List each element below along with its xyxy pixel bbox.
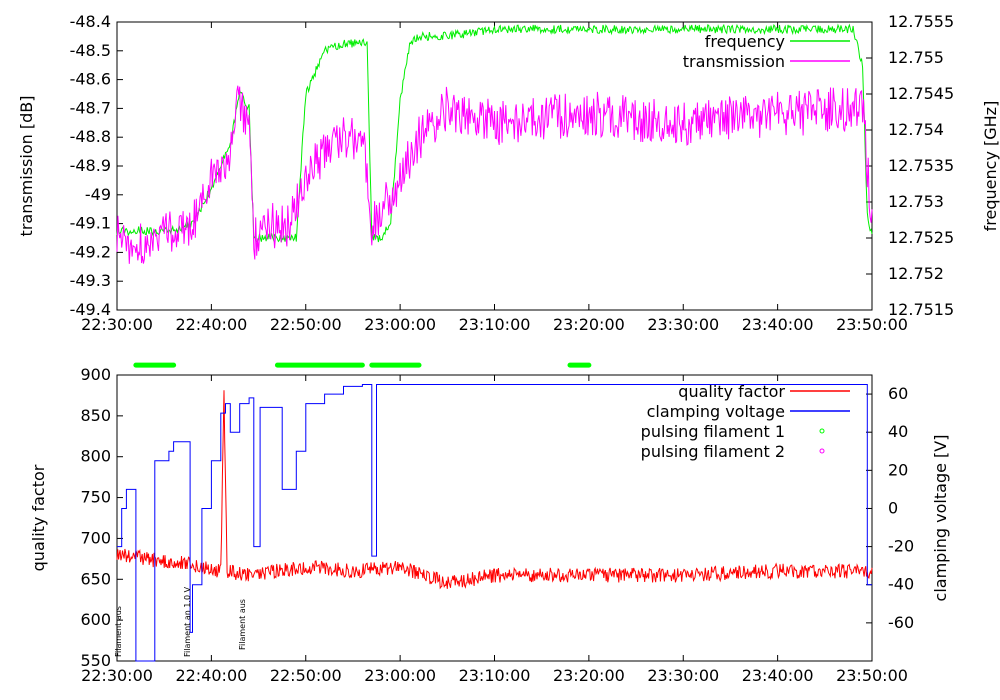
legend-filament1-marker: [819, 428, 825, 434]
y2-tick-label: 60: [888, 384, 908, 403]
x-tick-label: 22:30:00: [81, 666, 153, 685]
bottom-ticks: 22:30:00 22:40:00 22:50:00 23:00:00 23:10:00…: [80, 365, 914, 685]
legend-transmission-label: transmission: [683, 52, 785, 71]
series-transmission-line: [116, 85, 873, 264]
y2-tick-label: 40: [888, 422, 908, 441]
y2-tick-label: -40: [888, 575, 914, 594]
y-tick-label: 750: [80, 488, 111, 507]
y-tick-label: -48.7: [70, 98, 111, 117]
y-tick-label: -49.4: [70, 300, 111, 319]
top-ticks: 22:30:00 22:40:00 22:50:00 23:00:00 23:10:00…: [70, 12, 955, 334]
y2-tick-label: 20: [888, 460, 908, 479]
y2-tick-label: 12.7515: [888, 300, 954, 319]
y-tick-label: 650: [80, 569, 111, 588]
y2-tick-label: 12.7545: [888, 84, 954, 103]
annotation-filament-aus-2: Filament aus: [238, 599, 247, 650]
y-tick-label: 850: [80, 406, 111, 425]
top-panel: 22:30:00 22:40:00 22:50:00 23:00:00 23:10:00…: [17, 12, 1000, 334]
legend-filament2-label: pulsing filament 2: [641, 442, 785, 461]
top-y-axis-label: transmission [dB]: [17, 96, 36, 237]
top-legend: frequency transmission: [683, 32, 850, 71]
x-tick-label: 23:50:00: [836, 315, 908, 334]
y-tick-label: 600: [80, 610, 111, 629]
x-tick-label: 23:40:00: [742, 666, 814, 685]
y-tick-label: -48.9: [70, 156, 111, 175]
y-tick-label: -48.6: [70, 70, 111, 89]
x-tick-label: 23:30:00: [647, 315, 719, 334]
bottom-y2-axis-label: clamping voltage [V]: [931, 435, 950, 602]
x-tick-label: 22:50:00: [270, 315, 342, 334]
y2-tick-label: 12.7555: [888, 12, 954, 31]
y2-tick-label: -60: [888, 613, 914, 632]
y2-tick-label: 12.752: [888, 264, 944, 283]
x-tick-label: 22:40:00: [175, 315, 247, 334]
y-tick-label: -48.4: [70, 12, 111, 31]
y-tick-label: 550: [80, 651, 111, 670]
y-tick-label: -49.2: [70, 242, 111, 261]
y-tick-label: -49.3: [70, 271, 111, 290]
annotations: Filament aus Filament an 1.0 V Filament …: [114, 586, 247, 657]
x-tick-label: 23:10:00: [459, 666, 531, 685]
x-tick-label: 23:10:00: [459, 315, 531, 334]
x-tick-label: 23:20:00: [553, 666, 625, 685]
y-tick-label: -49.1: [70, 214, 111, 233]
top-series: [116, 23, 873, 264]
x-tick-label: 23:40:00: [742, 315, 814, 334]
y2-tick-label: 12.7535: [888, 156, 954, 175]
bottom-series: [116, 362, 873, 662]
legend-quality-factor-label: quality factor: [678, 382, 785, 401]
legend-frequency-label: frequency: [705, 32, 785, 51]
bottom-legend: quality factor clamping voltage pulsing …: [641, 382, 850, 461]
y-tick-label: 800: [80, 447, 111, 466]
x-tick-label: 23:50:00: [836, 666, 908, 685]
annotation-filament-aus-1: Filament aus: [114, 606, 123, 657]
y-tick-label: 900: [80, 365, 111, 384]
y2-tick-label: 12.753: [888, 192, 944, 211]
x-tick-label: 23:30:00: [647, 666, 719, 685]
x-tick-label: 23:00:00: [364, 315, 436, 334]
legend-filament2-marker: [819, 448, 825, 454]
legend-filament1-label: pulsing filament 1: [641, 422, 785, 441]
y2-tick-label: 12.755: [888, 48, 944, 67]
y2-tick-label: 0: [888, 498, 898, 517]
y-tick-label: -49: [85, 185, 111, 204]
x-tick-label: 23:20:00: [553, 315, 625, 334]
y-tick-label: 700: [80, 528, 111, 547]
x-tick-label: 22:50:00: [270, 666, 342, 685]
top-y2-axis-label: frequency [GHz]: [981, 101, 1000, 232]
bottom-panel: 22:30:00 22:40:00 22:50:00 23:00:00 23:10:00…: [29, 362, 950, 685]
y2-tick-label: 12.754: [888, 120, 944, 139]
series-quality-factor-line: [116, 390, 873, 590]
y-tick-label: -48.5: [70, 41, 111, 60]
x-tick-label: 22:40:00: [175, 666, 247, 685]
x-tick-label: 22:30:00: [81, 315, 153, 334]
y2-tick-label: -20: [888, 537, 914, 556]
bottom-y-axis-label: quality factor: [29, 464, 48, 571]
annotation-filament-an: Filament an 1.0 V: [183, 586, 192, 657]
y-tick-label: -48.8: [70, 127, 111, 146]
y2-tick-label: 12.7525: [888, 228, 954, 247]
x-tick-label: 23:00:00: [364, 666, 436, 685]
legend-clamping-voltage-label: clamping voltage: [647, 402, 785, 421]
series-clamping-voltage-line: [117, 384, 872, 662]
